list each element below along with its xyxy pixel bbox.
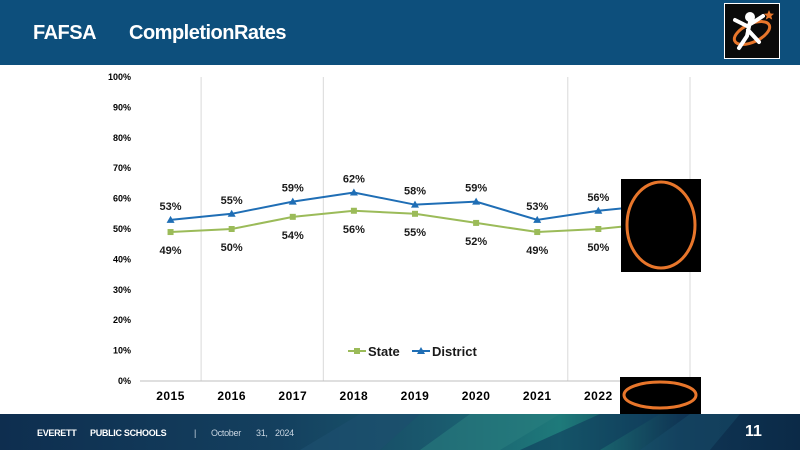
state-data-label: 50% [221,242,243,254]
annotation-redaction-box [621,179,701,272]
state-point [289,213,296,220]
page-title-fafsa: FAFSA [33,22,97,44]
state-data-label: 55% [404,227,426,239]
x-tick-label: 2015 [156,389,185,403]
x-tick-label: 2019 [401,389,430,403]
district-data-label: 59% [465,183,487,195]
completion-rate-chart: 0% 10% 20% 30% 40% 50% 60% 70% 80% 90% 100% 2015 20… [108,72,701,414]
state-point [228,226,235,232]
y-tick-label: 0% [118,376,131,386]
legend-label-district: District [432,344,477,359]
y-tick-label: 90% [113,102,131,112]
x-tick-label: 2021 [523,389,552,403]
district-data-label: 53% [526,201,548,213]
footer-date-month: October [211,428,241,438]
state-point [167,229,174,236]
district-data-label: 58% [404,186,426,198]
annotation-circle [625,180,697,270]
legend-marker-state [354,348,360,354]
y-tick-label: 10% [113,346,131,356]
y-tick-label: 30% [113,285,131,295]
district-logo-icon [724,3,780,59]
footer-bar: EVERETT PUBLIC SCHOOLS | October 31, 202… [0,414,800,450]
district-data-label: 55% [221,195,243,207]
x-tick-label: 2016 [217,389,246,403]
legend-label-state: State [368,344,400,359]
state-data-label: 54% [282,230,304,242]
chart-legend: State District [348,344,477,359]
x-tick-label: 2020 [462,389,491,403]
district-point [533,215,542,223]
district-data-label: 62% [343,174,365,186]
district-point [349,188,358,196]
page-title-completion-rates: CompletionRates [129,22,286,44]
state-data-label: 52% [465,236,487,248]
footer-decoration [300,414,740,450]
y-tick-label: 20% [113,315,131,325]
y-tick-label: 80% [113,133,131,143]
footer-date-year: 2024 [275,428,294,438]
state-data-label: 56% [343,224,365,236]
state-data-label: 49% [160,245,182,257]
y-tick-label: 60% [113,194,131,204]
page-number: 11 [745,423,762,440]
state-point [412,210,418,217]
state-point [595,226,602,232]
state-data-label: 50% [587,242,609,254]
district-point [411,200,419,208]
annotation-circle-bottom [622,380,698,410]
footer-date-day: 31, [256,428,268,438]
footer-separator: | [194,428,197,438]
footer-org-everett: EVERETT [37,428,77,438]
state-point [473,219,480,226]
footer-org-public-schools: PUBLIC SCHOOLS [90,428,167,438]
state-point [350,207,357,214]
district-point [227,209,236,217]
legend-marker-district [417,347,425,354]
state-point [534,229,541,236]
district-point [472,197,481,205]
x-tick-label: 2022 [584,389,613,403]
header-bar: FAFSA CompletionRates [0,0,800,65]
y-tick-label: 50% [113,224,131,234]
x-tick-label: 2018 [340,389,369,403]
district-data-label: 59% [282,183,304,195]
district-point [166,215,175,223]
y-tick-label: 70% [113,163,131,173]
district-data-label: 56% [587,192,609,204]
y-tick-label: 100% [108,72,131,82]
district-data-label: 53% [160,201,182,213]
state-data-label: 49% [526,245,548,257]
district-point [288,197,297,205]
x-tick-label: 2017 [278,389,307,403]
y-tick-label: 40% [113,254,131,264]
district-point [594,206,603,214]
